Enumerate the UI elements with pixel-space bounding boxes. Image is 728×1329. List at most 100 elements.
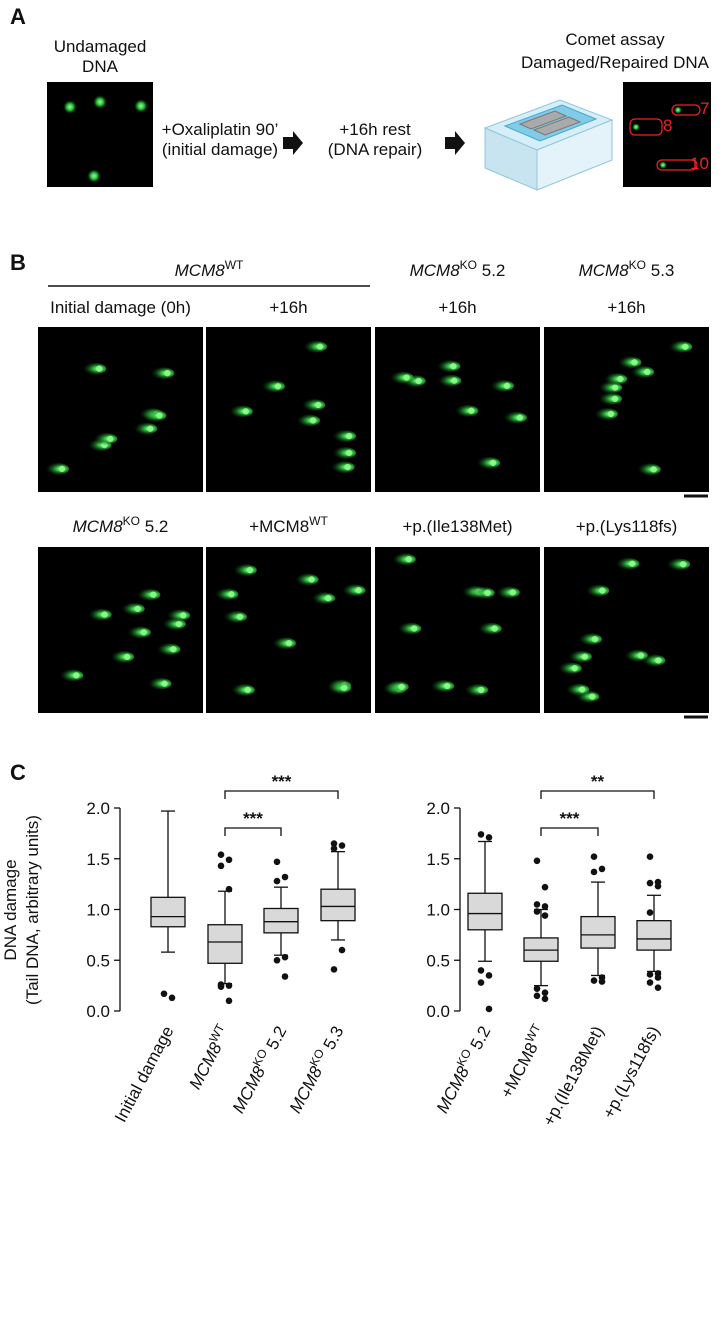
comet-head (599, 587, 606, 594)
box (150, 896, 186, 928)
outlier (330, 840, 338, 847)
text-part: KO (460, 258, 477, 272)
text-part: MCM8 (410, 261, 461, 280)
comet-head (484, 589, 491, 597)
outlier (225, 997, 233, 1005)
y-tick-label: 0.5 (426, 951, 450, 970)
comet-head (398, 683, 405, 691)
outlier (217, 862, 225, 870)
column-label: +16h (438, 298, 476, 317)
comet-outline (656, 159, 698, 171)
panel-letter: B (10, 250, 26, 275)
comet-head (632, 123, 640, 131)
comet-outline (671, 104, 701, 116)
dna-dot (134, 99, 148, 113)
comet-head (405, 556, 413, 563)
micrograph (38, 327, 203, 492)
significance-label: *** (243, 809, 263, 828)
comet-head (344, 463, 351, 471)
outlier (225, 982, 233, 989)
significance-label: ** (591, 772, 605, 791)
column-label: MCM8KO 5.2 (73, 514, 169, 536)
comet-head (101, 611, 108, 618)
outlier (225, 856, 233, 864)
comet-head (309, 417, 317, 424)
outlier (598, 865, 606, 873)
comet-head (285, 639, 293, 647)
outlier (654, 882, 662, 890)
y-tick-label: 1.5 (426, 850, 450, 869)
comet-head (73, 672, 80, 679)
slide-device (483, 99, 614, 191)
comet-head (477, 686, 485, 694)
x-tick-label: MCM8KO 5.3 (283, 1022, 347, 1117)
comet-head (491, 625, 498, 632)
outlier (533, 908, 541, 915)
x-tick-label: MCM8WT (183, 1021, 235, 1093)
outlier (281, 873, 289, 881)
comet-head (415, 377, 422, 385)
comet-head (147, 425, 154, 432)
outlier (646, 879, 654, 887)
comet-id: 7 (700, 99, 709, 118)
text-part: WT (225, 258, 244, 272)
outlier (477, 967, 485, 974)
outlier (338, 946, 346, 954)
comet-head (340, 684, 348, 692)
outlier (654, 984, 662, 991)
box (467, 892, 503, 931)
x-tick-label: Initial damage (111, 1023, 177, 1125)
comet-head (631, 359, 638, 366)
column-label: +16h (607, 298, 645, 317)
comet-head (451, 377, 458, 384)
x-tick-label: +p.(Ile138Met) (539, 1023, 607, 1129)
outlier (541, 989, 549, 997)
comet-head (682, 343, 689, 350)
comet-head (96, 365, 103, 372)
significance-bracket (540, 790, 655, 799)
comet-head (345, 432, 353, 440)
y-tick-label: 0.0 (86, 1002, 110, 1021)
comet-head (611, 384, 619, 391)
outlier (338, 842, 346, 849)
comet-head (180, 612, 187, 619)
comet-head (244, 686, 251, 694)
outlier (281, 953, 289, 961)
panel-letter: C (10, 760, 26, 785)
comet-id: 8 (663, 116, 672, 135)
dna-dot (87, 169, 101, 183)
text-part: KO (629, 258, 646, 272)
column-header: MCM8KO 5.3 (579, 258, 675, 280)
x-tick-label: MCM8KO 5.2 (226, 1022, 290, 1117)
box (207, 924, 243, 964)
box (580, 915, 616, 949)
outlier (598, 978, 606, 985)
significance-bracket (540, 827, 599, 836)
label: +Oxaliplatin 90’ (162, 120, 279, 139)
text-part: +p.(Ile138Met) (539, 1023, 607, 1129)
micrograph (38, 547, 203, 713)
column-label: +p.(Ile138Met) (402, 517, 512, 536)
y-tick-label: 1.5 (86, 850, 110, 869)
outlier (330, 845, 338, 852)
arrow (445, 131, 465, 155)
comet-head (345, 449, 353, 457)
comet-head (403, 374, 410, 381)
comet-head (516, 414, 524, 421)
outlier (217, 851, 225, 858)
comet-head (650, 466, 657, 473)
comet-head (324, 594, 332, 602)
comet-head (246, 566, 254, 574)
outlier (330, 966, 338, 973)
text-part: 5.2 (477, 261, 505, 280)
label: Undamaged (54, 37, 147, 56)
comet-head (444, 682, 451, 690)
x-tick-label: MCM8KO 5.2 (430, 1022, 494, 1117)
dna-dot (93, 95, 107, 109)
dna-dot (63, 100, 77, 114)
label: DNA (82, 57, 119, 76)
comet-head (274, 383, 282, 390)
text-part: +MCM8 (497, 1039, 542, 1101)
text-part: +MCM8 (249, 517, 309, 536)
outlier (533, 901, 541, 908)
